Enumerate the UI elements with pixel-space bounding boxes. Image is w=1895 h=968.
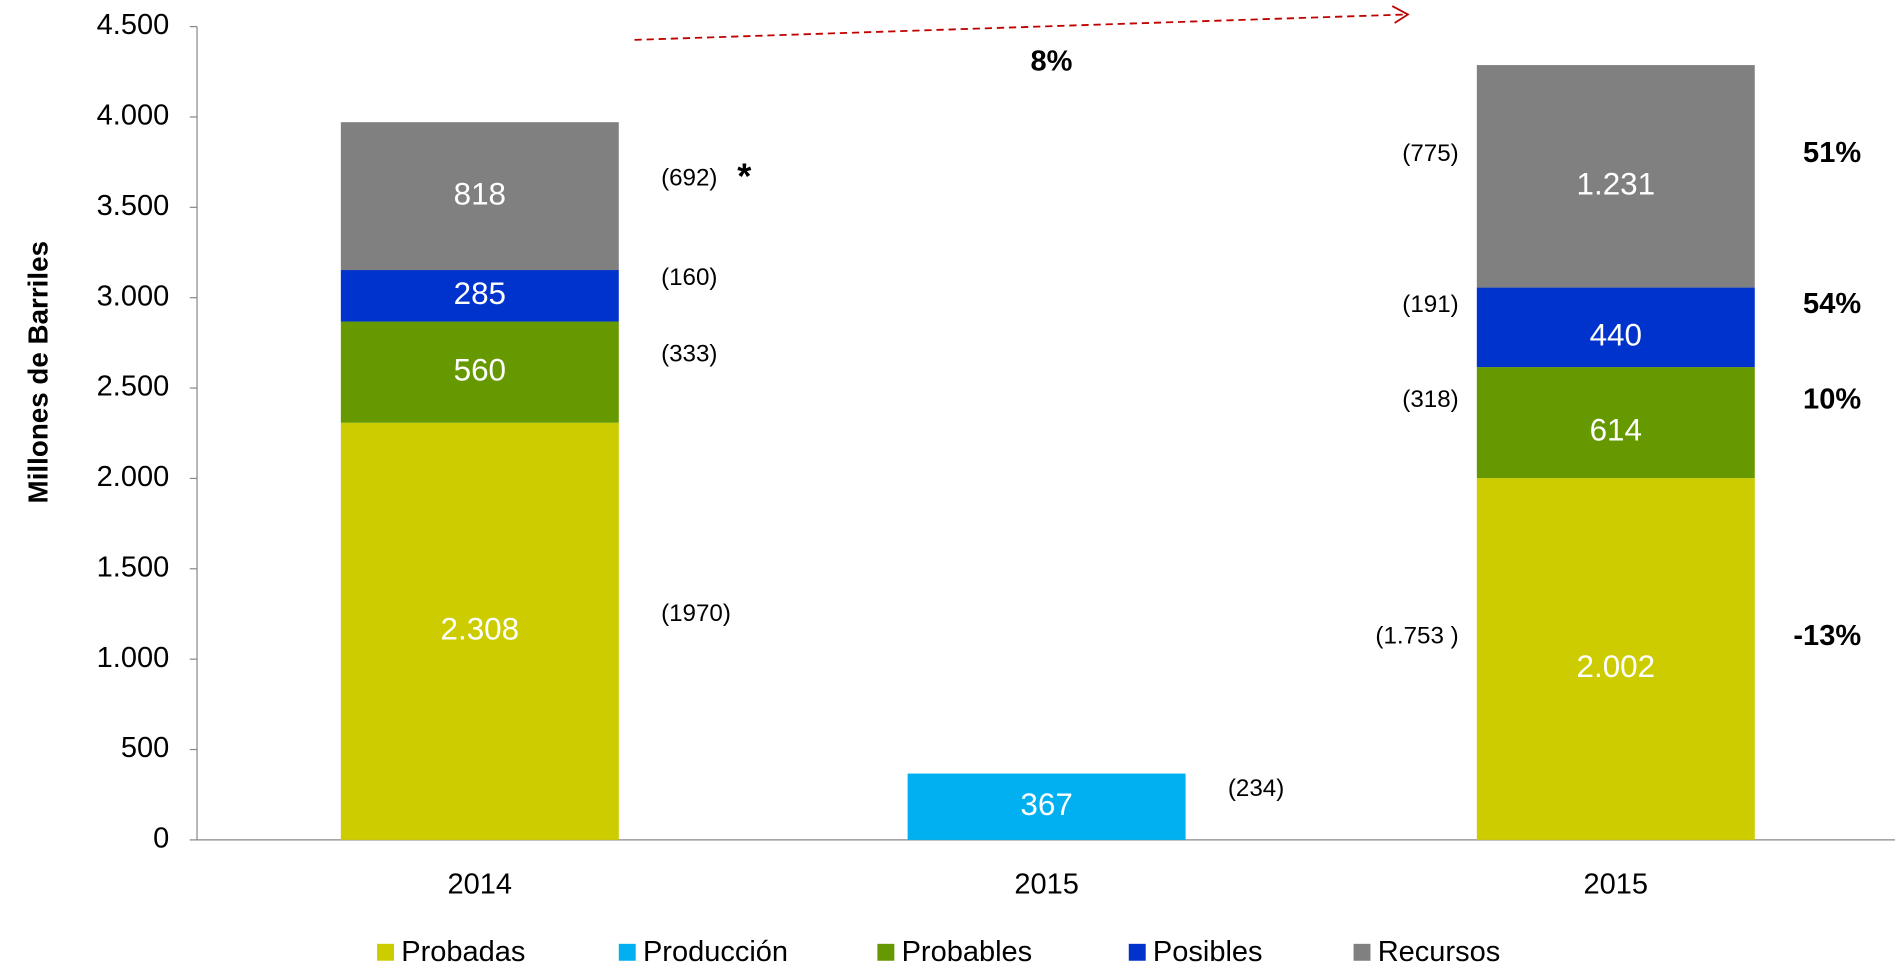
change-label: -13% xyxy=(1793,620,1861,652)
value-label: 614 xyxy=(1590,413,1642,448)
y-tick-label: 4.000 xyxy=(97,100,170,132)
bar-segment xyxy=(340,321,619,423)
bar-segment xyxy=(340,422,619,840)
value-label: 2.002 xyxy=(1576,649,1655,684)
y-tick-label: 2.000 xyxy=(97,461,170,493)
bar-segment xyxy=(1476,287,1755,368)
arrow-head xyxy=(1391,5,1410,24)
note-label: (1.753 ) xyxy=(1375,623,1458,650)
change-label: 51% xyxy=(1803,137,1861,169)
legend-swatch xyxy=(1353,943,1371,961)
note-label: (318) xyxy=(1402,386,1458,413)
y-tick-label: 3.000 xyxy=(97,280,170,312)
asterisk: * xyxy=(737,155,752,196)
y-tick-label: 0 xyxy=(153,823,169,855)
bar-segment xyxy=(907,773,1186,840)
bar-segment xyxy=(1476,478,1755,840)
y-tick-label: 1.500 xyxy=(97,551,170,583)
legend-swatch xyxy=(877,943,895,961)
bar-segment xyxy=(1476,65,1755,288)
value-label: 560 xyxy=(454,352,506,387)
x-tick-label: 2014 xyxy=(448,868,513,900)
value-label: 367 xyxy=(1020,787,1072,822)
legend-swatch xyxy=(1128,943,1146,961)
bar-segment xyxy=(340,270,619,322)
value-label: 1.231 xyxy=(1576,166,1655,201)
change-arrow xyxy=(634,13,1406,41)
value-label: 2.308 xyxy=(441,612,520,647)
x-tick-label: 2015 xyxy=(1014,868,1079,900)
note-label: (775) xyxy=(1402,140,1458,167)
legend-label: Producción xyxy=(643,936,788,968)
value-label: 285 xyxy=(454,276,506,311)
y-tick-label: 500 xyxy=(121,732,169,764)
change-label: 10% xyxy=(1803,383,1861,415)
note-label: (160) xyxy=(661,264,717,291)
value-label: 440 xyxy=(1590,317,1642,352)
note-label: (234) xyxy=(1228,775,1284,802)
x-tick-label: 2015 xyxy=(1584,868,1649,900)
legend-swatch xyxy=(377,943,395,961)
y-tick-label: 4.500 xyxy=(97,9,170,41)
note-label: (191) xyxy=(1402,291,1458,318)
total-change: 8% xyxy=(1030,45,1072,77)
legend-label: Probadas xyxy=(401,936,525,968)
note-label: (333) xyxy=(661,341,717,368)
legend-swatch xyxy=(618,943,636,961)
bar-segment xyxy=(1476,367,1755,479)
legend-label: Probables xyxy=(902,936,1033,968)
note-label: (1970) xyxy=(661,600,731,627)
y-axis-label: Millones de Barriles xyxy=(22,241,53,503)
y-tick-label: 2.500 xyxy=(97,371,170,403)
y-tick-label: 3.500 xyxy=(97,190,170,222)
y-tick-label: 1.000 xyxy=(97,642,170,674)
legend-label: Posibles xyxy=(1153,936,1263,968)
value-label: 818 xyxy=(454,176,506,211)
change-label: 54% xyxy=(1803,288,1861,320)
note-label: (692) xyxy=(661,165,717,192)
bar-segment xyxy=(340,122,619,271)
legend-label: Recursos xyxy=(1378,936,1501,968)
